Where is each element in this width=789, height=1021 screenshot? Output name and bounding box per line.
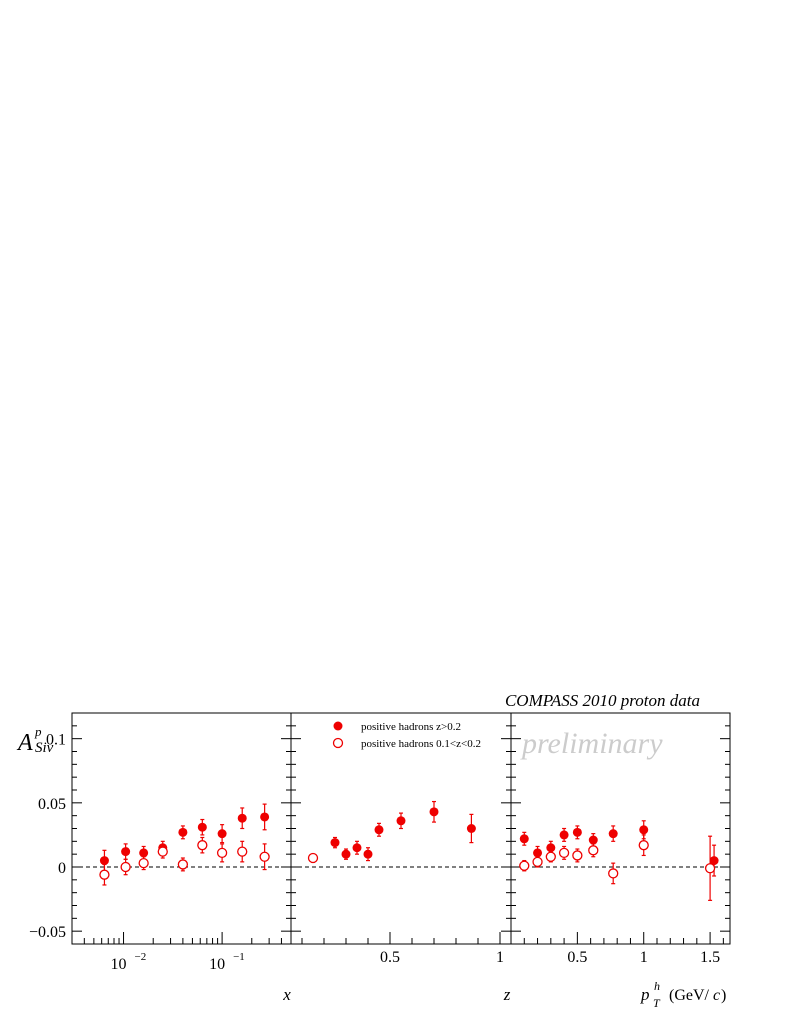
data-point-filled bbox=[466, 824, 476, 833]
svg-text:(GeV/: (GeV/ bbox=[669, 987, 710, 1004]
y-axis-label-sup: p bbox=[34, 724, 42, 739]
data-point-open bbox=[704, 863, 716, 874]
svg-text:): ) bbox=[721, 987, 726, 1004]
svg-text:c: c bbox=[713, 987, 720, 1004]
data-point-open bbox=[120, 861, 131, 873]
data-point-open bbox=[638, 840, 649, 851]
data-point-filled bbox=[533, 848, 543, 858]
chart-title: COMPASS 2010 proton data bbox=[505, 691, 700, 710]
data-point-filled bbox=[639, 825, 649, 835]
data-point-open bbox=[177, 859, 189, 870]
y-tick-label: −0.05 bbox=[29, 924, 66, 941]
data-point-open bbox=[259, 851, 270, 862]
data-point-filled bbox=[559, 830, 569, 840]
data-point-open bbox=[608, 868, 619, 879]
x-tick-label-exp: −1 bbox=[233, 951, 245, 963]
data-point-filled bbox=[341, 849, 351, 859]
svg-text:h: h bbox=[654, 979, 660, 993]
data-point-filled bbox=[121, 847, 131, 857]
x-axis-label-x: x bbox=[282, 985, 291, 1004]
data-point-filled bbox=[237, 813, 247, 823]
data-point-filled bbox=[178, 827, 188, 837]
x-tick-label: 10 bbox=[209, 956, 225, 973]
data-point-open bbox=[588, 845, 599, 856]
y-tick-label: 0 bbox=[58, 860, 66, 877]
legend-marker-filled bbox=[333, 721, 343, 731]
y-axis-label-main: A bbox=[16, 730, 33, 756]
data-point-filled bbox=[608, 829, 618, 839]
data-point-open bbox=[99, 869, 110, 880]
x-axis-label-z: z bbox=[503, 985, 511, 1004]
y-axis-label-sub: Siv bbox=[35, 740, 54, 756]
data-point-filled bbox=[546, 843, 556, 853]
data-point-filled bbox=[572, 827, 582, 837]
data-point-filled bbox=[709, 856, 719, 866]
legend-label-filled: positive hadrons z>0.2 bbox=[361, 721, 461, 733]
data-point-filled bbox=[363, 849, 373, 859]
data-point-open bbox=[157, 846, 168, 857]
data-point-filled bbox=[429, 807, 439, 817]
watermark: preliminary bbox=[520, 727, 663, 760]
data-point-open bbox=[216, 847, 228, 859]
legend: positive hadrons z>0.2 positive hadrons … bbox=[332, 721, 481, 750]
data-point-open bbox=[558, 847, 570, 859]
panels: 10 −2 10 −1 0.5 1 0.5 1 1.5 0.1 0.05 0 −0.05 bbox=[29, 712, 731, 973]
y-tick-label: 0.1 bbox=[46, 732, 66, 749]
y-axis-label: A p Siv bbox=[16, 724, 54, 756]
data-point-open bbox=[545, 851, 556, 862]
x-tick-label: 1 bbox=[496, 949, 504, 966]
data-point-filled bbox=[352, 843, 362, 853]
x-tick-label: 0.5 bbox=[380, 949, 400, 966]
data-point-filled bbox=[99, 856, 109, 866]
data-point-open bbox=[307, 852, 319, 864]
x-tick-label: 1 bbox=[640, 949, 648, 966]
x-axis-label-pt: p h T (GeV/ c ) bbox=[640, 979, 726, 1010]
data-point-open bbox=[197, 840, 208, 851]
data-point-filled bbox=[396, 816, 406, 826]
data-point-filled bbox=[217, 829, 227, 839]
data-point-filled bbox=[197, 822, 207, 832]
x-tick-label-exp: −2 bbox=[135, 951, 147, 963]
data-point-open bbox=[138, 858, 149, 869]
data-point-open bbox=[572, 850, 583, 861]
y-tick-label: 0.05 bbox=[38, 796, 66, 813]
data-point-open bbox=[532, 856, 543, 868]
data-point-filled bbox=[588, 835, 598, 845]
x-tick-label: 10 bbox=[111, 956, 127, 973]
legend-marker-open bbox=[332, 737, 344, 749]
svg-text:T: T bbox=[653, 996, 661, 1010]
data-point-filled bbox=[139, 848, 149, 858]
data-point-open bbox=[237, 846, 248, 857]
svg-text:p: p bbox=[640, 985, 650, 1004]
x-tick-label: 0.5 bbox=[567, 949, 587, 966]
data-point-filled bbox=[260, 812, 270, 822]
data-point-filled bbox=[330, 838, 340, 848]
x-tick-label: 1.5 bbox=[700, 949, 720, 966]
legend-label-open: positive hadrons 0.1<z<0.2 bbox=[361, 738, 481, 750]
data-point-filled bbox=[374, 825, 384, 835]
data-point-filled bbox=[519, 834, 529, 844]
data-point-open bbox=[519, 860, 530, 871]
